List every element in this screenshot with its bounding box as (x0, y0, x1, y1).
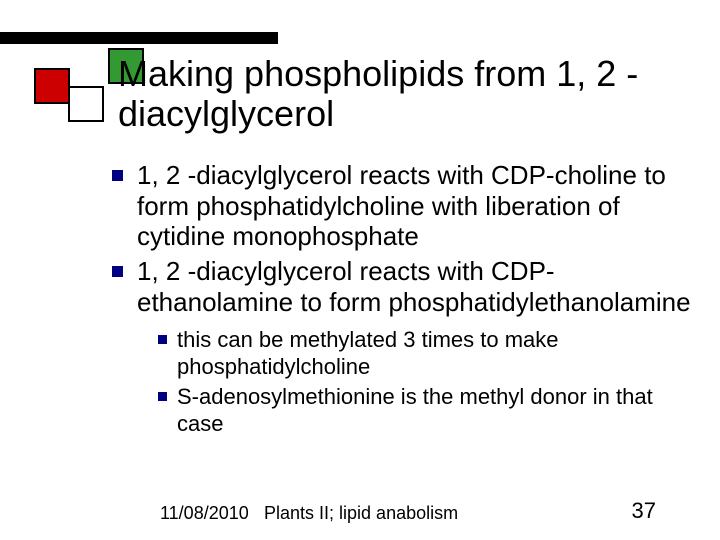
slide-footer: 11/08/2010 Plants II; lipid anabolism 37 (0, 500, 720, 524)
slide-title: Making phospholipids from 1, 2 -diacylgl… (118, 54, 702, 133)
bullet-square-icon (112, 170, 123, 181)
decoration-bar (0, 32, 278, 44)
footer-page-number: 37 (632, 498, 656, 524)
sub-list: this can be methylated 3 times to make p… (158, 327, 692, 437)
list-item-text: 1, 2 -diacylglycerol reacts with CDP-cho… (137, 160, 692, 252)
bullet-square-icon (158, 392, 167, 401)
list-item-text: 1, 2 -diacylglycerol reacts with CDP-eth… (137, 256, 692, 317)
list-item: this can be methylated 3 times to make p… (158, 327, 692, 380)
list-item: S-adenosylmethionine is the methyl donor… (158, 384, 692, 437)
decoration-square-white (68, 86, 104, 122)
bullet-square-icon (112, 266, 123, 277)
footer-date: 11/08/2010 (160, 503, 249, 524)
list-item-text: this can be methylated 3 times to make p… (177, 327, 692, 380)
footer-title: Plants II; lipid anabolism (264, 503, 458, 524)
slide-content: 1, 2 -diacylglycerol reacts with CDP-cho… (112, 160, 692, 441)
list-item-text: S-adenosylmethionine is the methyl donor… (177, 384, 692, 437)
list-item: 1, 2 -diacylglycerol reacts with CDP-eth… (112, 256, 692, 317)
list-item: 1, 2 -diacylglycerol reacts with CDP-cho… (112, 160, 692, 252)
bullet-square-icon (158, 335, 167, 344)
decoration-square-red (34, 68, 70, 104)
